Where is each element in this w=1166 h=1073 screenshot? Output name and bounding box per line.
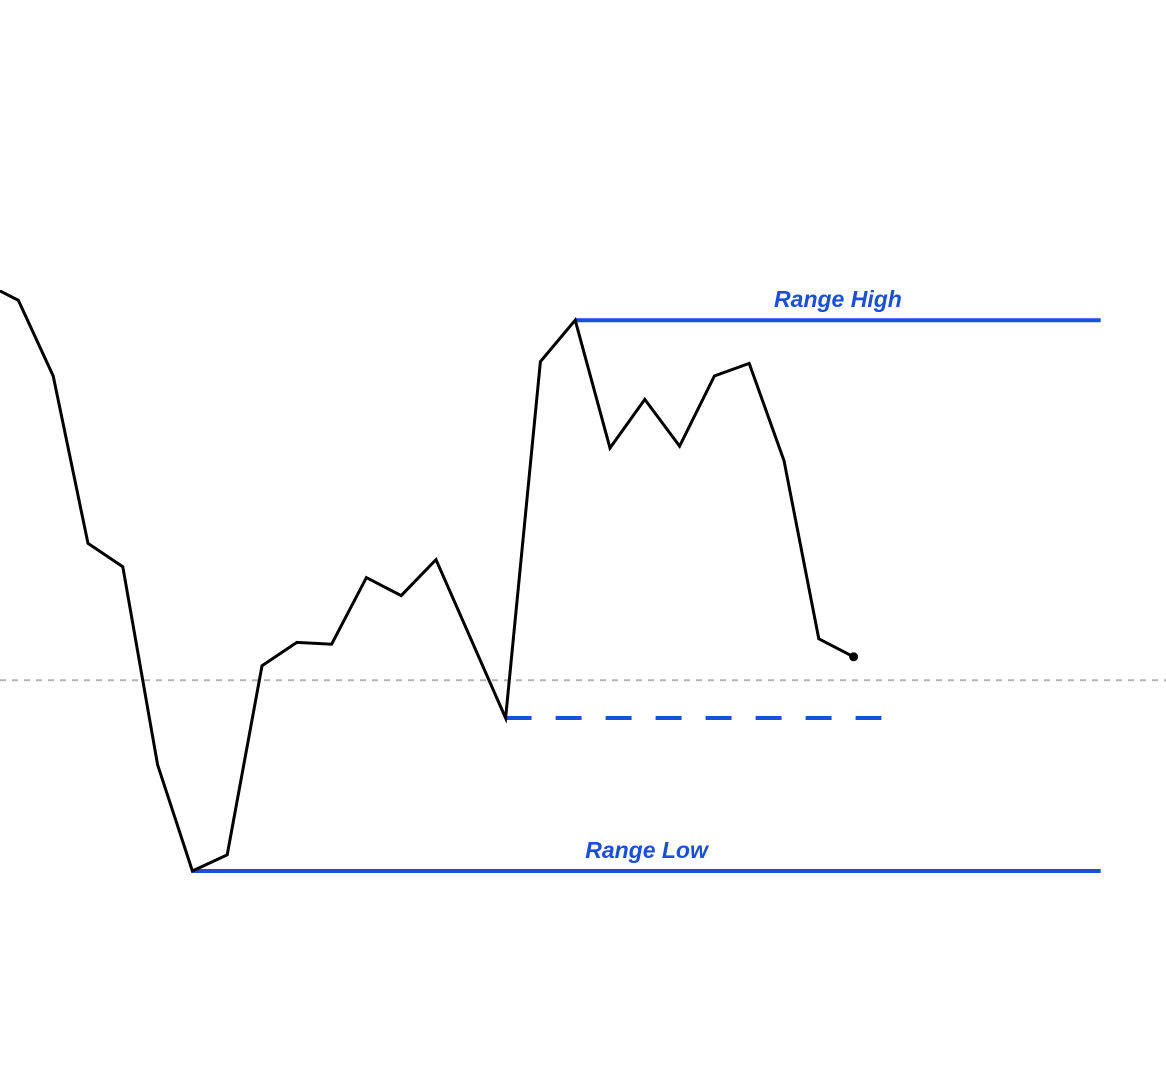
labels-layer: Range High Range Low	[585, 286, 902, 863]
range-high-label: Range High	[774, 286, 902, 312]
price-series-line	[0, 289, 856, 874]
range-lines-layer	[192, 318, 1101, 873]
range-low-label: Range Low	[585, 837, 710, 863]
series-end-marker	[849, 652, 859, 662]
series-layer	[0, 289, 859, 874]
